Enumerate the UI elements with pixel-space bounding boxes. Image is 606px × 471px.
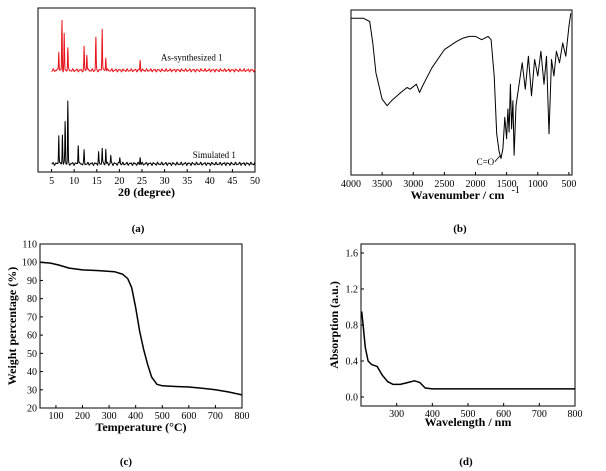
- annotation-co-pointer: [494, 154, 501, 163]
- y-tick-label: 60: [27, 331, 37, 342]
- panel-c-frame: [39, 243, 243, 409]
- x-tick-label: 600: [496, 409, 511, 420]
- x-tick-label: 5: [49, 176, 54, 187]
- x-tick-label: 500: [461, 409, 476, 420]
- x-tick-label: 50: [250, 176, 260, 187]
- x-tick-label: 600: [181, 411, 196, 422]
- x-tick-label: 40: [205, 176, 215, 187]
- y-tick-label: 80: [27, 294, 37, 305]
- x-tick-label: 1500: [497, 179, 517, 190]
- annotation-co: C=O: [477, 157, 495, 167]
- y-tick-label: 40: [27, 367, 37, 378]
- panel-a-label: (a): [132, 223, 145, 235]
- panel-b-frame: [350, 9, 573, 176]
- annotation-as-synthesized: As-synthesized 1: [161, 52, 223, 62]
- panel-d-frame: [360, 243, 576, 407]
- x-tick-label: 100: [48, 411, 63, 422]
- panel-d-label: (d): [459, 456, 473, 468]
- x-tick-label: 4000: [341, 179, 361, 190]
- x-tick-label: 700: [208, 411, 223, 422]
- series-simulated: [51, 100, 256, 166]
- x-tick-label: 800: [235, 411, 250, 422]
- y-tick-label: 90: [27, 276, 37, 287]
- x-tick-label: 2000: [466, 179, 486, 190]
- x-axis-label: Temperature (°C): [95, 420, 186, 434]
- x-axis-label: 2θ (degree): [118, 185, 175, 199]
- x-tick-label: 30: [160, 176, 170, 187]
- x-tick-label: 20: [114, 176, 124, 187]
- panel-c-label: (c): [120, 456, 133, 468]
- tga-curve: [39, 261, 243, 396]
- panel-c-tga: 100 200 300 400 500 600 700 800 20 30 40 50 60 70 80 90…: [5, 240, 250, 435]
- ir-spectrum: [351, 13, 572, 159]
- y-tick-label: 0.4: [346, 357, 359, 368]
- x-tick-label: 15: [92, 176, 102, 187]
- x-tick-label: 3500: [372, 179, 392, 190]
- x-axis-label: Wavenumber / cm: [411, 188, 505, 202]
- x-tick-label: 300: [102, 411, 117, 422]
- annotation-simulated: Simulated 1: [193, 150, 236, 160]
- y-tick-label: 1.6: [346, 249, 359, 260]
- y-tick-label: 70: [27, 312, 37, 323]
- x-tick-label: 25: [137, 176, 147, 187]
- x-tick-label: 200: [75, 411, 90, 422]
- x-tick-label: 1000: [528, 179, 548, 190]
- x-tick-label: 800: [568, 409, 583, 420]
- x-tick-label: 700: [532, 409, 547, 420]
- y-axis-label: Absorption (a.u.): [327, 281, 341, 369]
- x-tick-label: 10: [69, 176, 79, 187]
- x-tick-label: 3000: [403, 179, 423, 190]
- x-tick-label: 400: [128, 411, 143, 422]
- x-tick-label: 500: [561, 179, 576, 190]
- panel-b-label: (b): [453, 223, 467, 235]
- y-tick-label: 30: [27, 385, 37, 396]
- x-axis-label: Wavelength / nm: [425, 415, 512, 429]
- y-tick-label: 0.0: [346, 393, 359, 404]
- y-tick-label: 0.8: [346, 321, 359, 332]
- uvvis-curve: [360, 311, 575, 390]
- x-tick-label: 2500: [434, 179, 454, 190]
- y-tick-label: 50: [27, 349, 37, 360]
- y-tick-label: 1.2: [346, 285, 359, 296]
- y-axis-label: Weight percentage (%): [5, 267, 19, 385]
- series-as-synthesized: [51, 19, 256, 73]
- y-tick-label: 110: [22, 240, 37, 251]
- x-tick-label: 35: [182, 176, 192, 187]
- panel-a-xrd: 5 10 15 20 25 30 35 40 45 50 2θ (degree) As-synthes…: [37, 7, 260, 199]
- panel-a-frame: [37, 7, 256, 173]
- x-axis-label-superscript: -1: [512, 185, 520, 196]
- x-tick-label: 300: [389, 409, 404, 420]
- x-tick-label: 500: [155, 411, 170, 422]
- x-tick-label: 45: [227, 176, 237, 187]
- panel-d-uvvis: 300 400 500 600 700 800 0.0 0.4 0.8 1.2 1.6 Wavelen…: [327, 243, 583, 429]
- x-tick-label: 400: [425, 409, 440, 420]
- y-tick-label: 100: [22, 258, 37, 269]
- y-tick-label: 20: [27, 404, 37, 415]
- panel-b-ir: 4000 3500 3000 2500 2000 1500 1000 500 Wavenumbe…: [341, 9, 576, 202]
